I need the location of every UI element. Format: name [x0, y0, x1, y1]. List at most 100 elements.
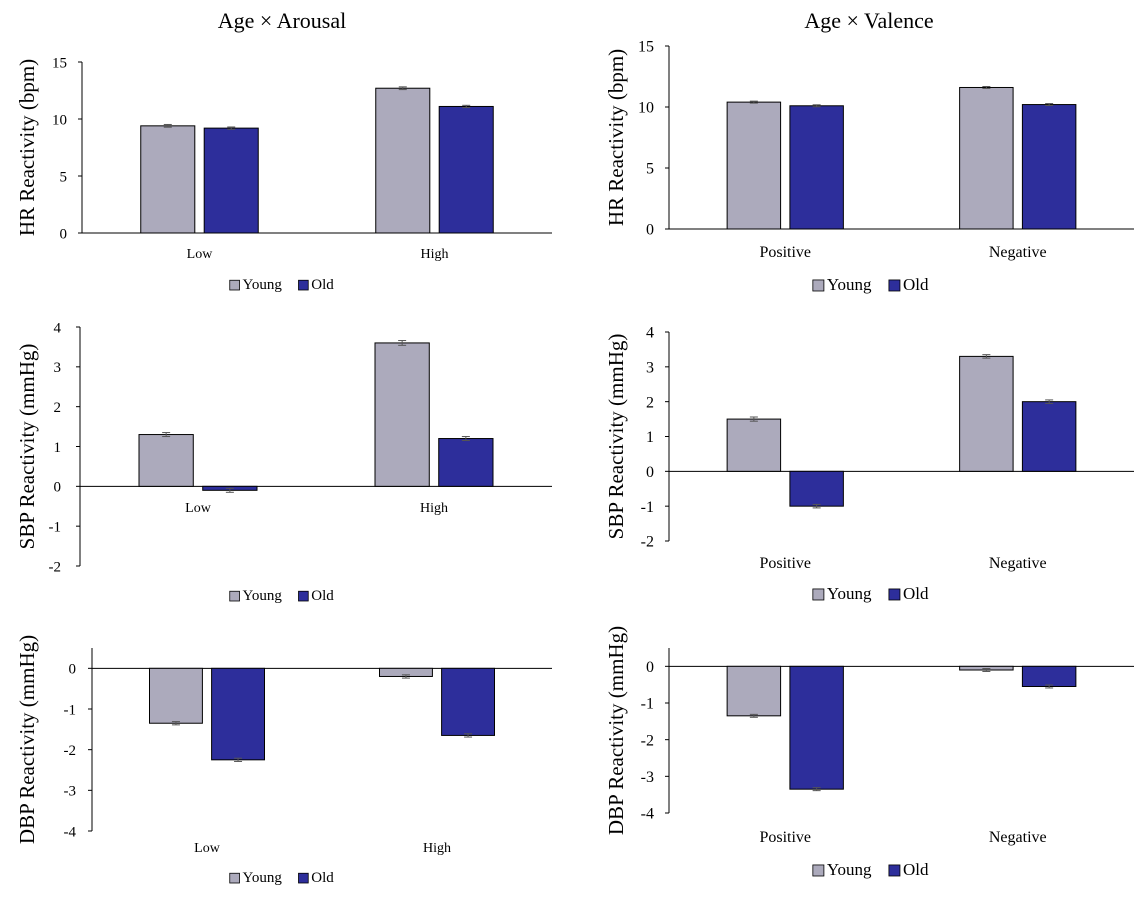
- y-tick-label: -2: [641, 732, 654, 749]
- legend-label-young: Young: [827, 275, 872, 294]
- bar-young-negative: [959, 355, 1014, 472]
- category-label: High: [420, 501, 448, 516]
- legend: Young Old: [229, 277, 334, 293]
- chart-panel-5: -4 -3 -2 -1 0 DBP Reactivity (mmHg) Low High You…: [15, 635, 552, 886]
- legend-swatch-old: [888, 588, 901, 601]
- legend-label-young: Young: [243, 870, 283, 886]
- category-label: Positive: [759, 244, 811, 261]
- legend-swatch-young: [229, 279, 240, 291]
- y-tick-label: 0: [60, 226, 68, 242]
- y-tick-label: 0: [646, 464, 654, 481]
- category-label: Positive: [759, 555, 811, 572]
- legend-swatch-old: [888, 279, 901, 292]
- y-tick-label: -1: [641, 696, 654, 713]
- legend-label-old: Old: [311, 870, 334, 886]
- legend: Young Old: [812, 860, 929, 879]
- chart-panel-3: -2 -1 0 1 2 3 4 SBP Reactivity (mmHg) Low High You…: [15, 320, 552, 604]
- y-tick-label: -3: [641, 769, 654, 786]
- chart-panel-1: 0 5 10 15 HR Reactivity (bpm) Low High Young Old: [15, 55, 552, 293]
- bar-old-negative: [1021, 104, 1077, 230]
- bar-old-positive: [789, 665, 844, 790]
- legend-swatch-old: [888, 864, 901, 877]
- y-tick-label: 0: [646, 659, 654, 676]
- y-tick-label: -3: [64, 784, 77, 800]
- legend-swatch-young: [229, 872, 240, 884]
- category-label: Low: [187, 247, 214, 262]
- legend: Young Old: [229, 588, 334, 604]
- bar-old-high: [438, 438, 494, 487]
- category-label: Positive: [759, 829, 811, 846]
- category-label: High: [423, 841, 451, 856]
- legend-swatch-old: [298, 872, 309, 884]
- y-axis-title: HR Reactivity (bpm): [15, 59, 39, 236]
- y-tick-label: 15: [52, 55, 67, 71]
- y-tick-label: 3: [54, 360, 62, 376]
- y-axis-title: HR Reactivity (bpm): [604, 49, 628, 226]
- legend-swatch-old: [298, 590, 309, 602]
- legend-label-young: Young: [827, 860, 872, 879]
- y-axis-title: DBP Reactivity (mmHg): [15, 635, 39, 844]
- y-tick-label: 5: [646, 161, 654, 178]
- bar-young-low: [149, 667, 203, 724]
- y-tick-label: -1: [64, 702, 77, 718]
- bar-old-negative: [1021, 401, 1077, 472]
- legend-swatch-old: [298, 279, 309, 291]
- legend-swatch-young: [812, 588, 825, 601]
- bar-young-negative: [959, 86, 1014, 230]
- y-tick-label: 5: [60, 169, 68, 185]
- legend-label-old: Old: [311, 277, 334, 293]
- y-axis-title: SBP Reactivity (mmHg): [604, 334, 628, 540]
- legend-label-old: Old: [903, 584, 929, 603]
- bar-old-positive: [789, 470, 844, 507]
- y-tick-label: 3: [646, 359, 654, 376]
- legend-label-young: Young: [243, 588, 283, 604]
- bar-old-low: [203, 127, 259, 234]
- bar-young-high: [375, 87, 431, 234]
- bar-young-low: [140, 125, 196, 234]
- y-tick-label: -2: [49, 559, 62, 575]
- bar-old-high: [441, 667, 496, 736]
- bar-old-high: [438, 105, 494, 234]
- legend-label-old: Old: [903, 275, 929, 294]
- legend-swatch-young: [812, 864, 825, 877]
- y-tick-label: -1: [641, 499, 654, 516]
- y-tick-label: -2: [64, 743, 77, 759]
- y-tick-label: 0: [646, 222, 654, 239]
- column-title-arousal: Age × Arousal: [218, 8, 347, 33]
- y-tick-label: 10: [52, 112, 67, 128]
- bar-young-positive: [726, 101, 782, 230]
- chart-panel-4: -2 -1 0 1 2 3 4 SBP Reactivity (mmHg) Positive Ne…: [604, 325, 1134, 603]
- y-tick-label: 0: [69, 662, 77, 678]
- bar-young-positive: [726, 665, 782, 717]
- legend: Young Old: [229, 870, 334, 886]
- y-tick-label: 2: [646, 394, 654, 411]
- legend-swatch-young: [229, 590, 240, 602]
- category-label: Low: [185, 501, 212, 516]
- y-axis-title: SBP Reactivity (mmHg): [15, 344, 39, 550]
- bar-old-negative: [1021, 665, 1077, 687]
- legend-swatch-young: [812, 279, 825, 292]
- legend: Young Old: [812, 275, 929, 294]
- bar-old-low: [211, 667, 266, 761]
- y-tick-label: 15: [638, 39, 654, 56]
- y-tick-label: 1: [54, 440, 62, 456]
- chart-panel-6: -4 -3 -2 -1 0 DBP Reactivity (mmHg) Positive Ne…: [604, 626, 1134, 879]
- y-tick-label: -4: [641, 806, 654, 823]
- y-tick-label: -2: [641, 534, 654, 551]
- category-label: Negative: [989, 244, 1047, 261]
- category-label: Low: [194, 841, 221, 856]
- y-tick-label: 4: [646, 325, 654, 342]
- legend-label-old: Old: [311, 588, 334, 604]
- category-label: High: [421, 247, 449, 262]
- y-tick-label: 4: [54, 320, 62, 336]
- bar-old-positive: [789, 105, 844, 230]
- bar-young-positive: [726, 418, 782, 472]
- bar-young-high: [374, 342, 430, 487]
- bar-young-low: [138, 434, 194, 487]
- legend-label-young: Young: [827, 584, 872, 603]
- legend: Young Old: [812, 584, 929, 603]
- legend-label-old: Old: [903, 860, 929, 879]
- legend-label-young: Young: [243, 277, 283, 293]
